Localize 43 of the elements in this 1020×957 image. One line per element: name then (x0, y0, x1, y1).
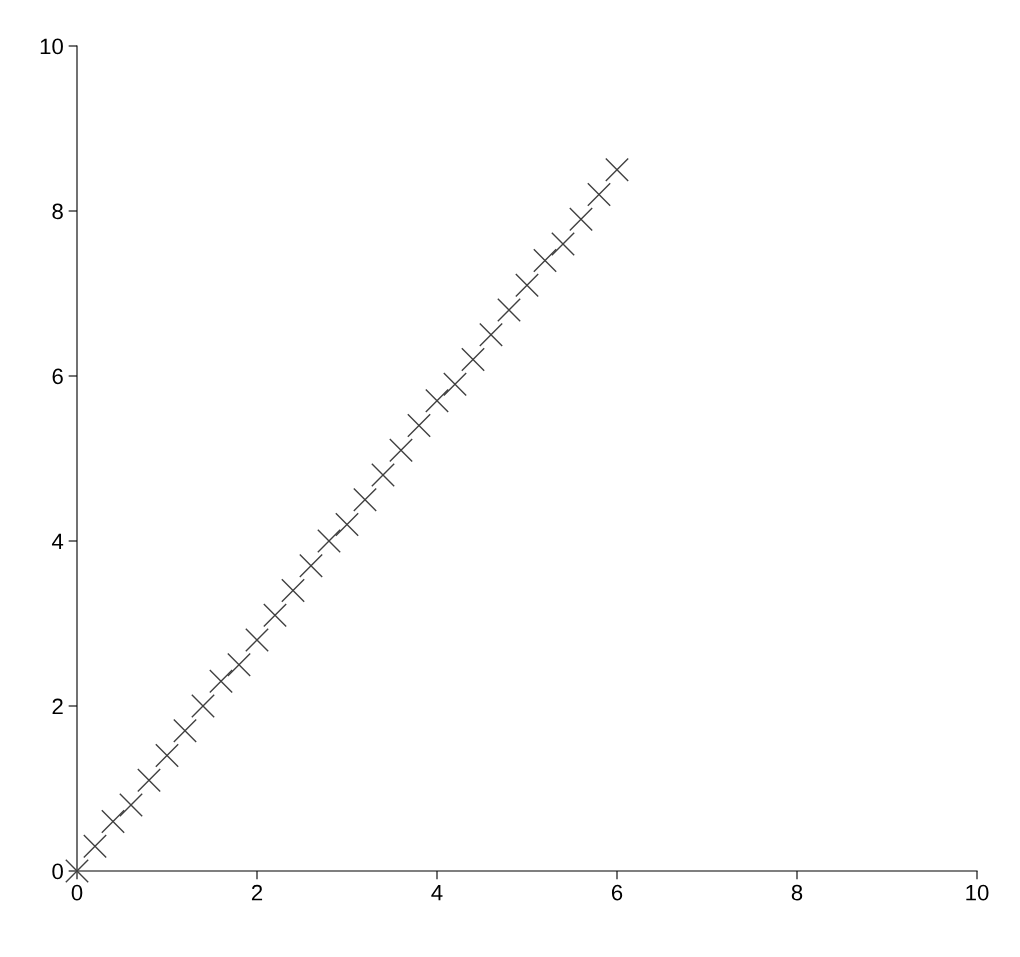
point (317, 529, 341, 553)
x-tick-label: 8 (791, 884, 803, 901)
x-tick-label: 6 (611, 884, 623, 901)
point (119, 793, 143, 817)
point (137, 768, 161, 793)
point (263, 603, 287, 628)
point (227, 652, 251, 677)
point (605, 157, 629, 182)
point (443, 372, 467, 397)
point (425, 388, 449, 413)
point (371, 463, 395, 487)
point (209, 669, 233, 694)
point (101, 809, 125, 834)
point (65, 859, 89, 883)
point (335, 512, 359, 537)
point (407, 413, 431, 438)
point (515, 273, 539, 298)
y-tick-label: 0 (52, 863, 63, 880)
x-tick-label: 4 (431, 885, 443, 901)
point (533, 248, 557, 273)
y-tick-label: 8 (52, 203, 63, 220)
y-tick-label: 10 (40, 38, 63, 55)
y-tick-label: 6 (52, 368, 63, 385)
point (551, 232, 575, 256)
point (497, 298, 521, 322)
point (83, 834, 107, 859)
point (245, 628, 269, 652)
point (281, 578, 305, 603)
point (353, 487, 377, 512)
point (173, 718, 197, 743)
point (389, 438, 413, 463)
point (587, 182, 611, 207)
point (479, 322, 503, 347)
point (191, 694, 215, 718)
point (461, 347, 485, 372)
y-tick-label: 4 (51, 533, 64, 550)
x-tick-label: 0 (71, 884, 83, 901)
x-tick-label: 10 (966, 884, 989, 901)
point (299, 553, 323, 578)
x-tick-label: 2 (251, 884, 263, 901)
point (155, 743, 179, 768)
point (569, 207, 593, 232)
y-tick-label: 2 (52, 698, 63, 715)
